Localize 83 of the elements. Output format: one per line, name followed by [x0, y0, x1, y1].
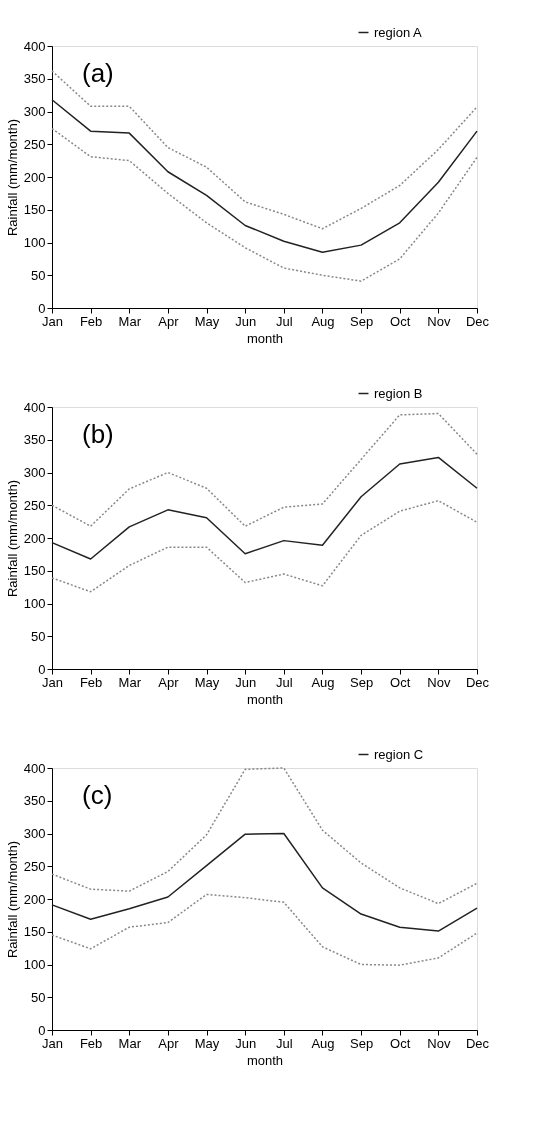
x-tick-label: Apr	[158, 674, 180, 690]
y-tick-label: 250	[23, 497, 46, 513]
y-tick-label: 0	[38, 300, 46, 316]
line-series	[51, 98, 478, 254]
y-tick-label: 100	[23, 235, 46, 250]
y-tick-label: 200	[23, 891, 46, 907]
y-tick-label: 50	[31, 989, 46, 1005]
x-tick-label: Jan	[42, 1035, 63, 1051]
x-tick-label: Sep	[350, 1035, 374, 1051]
x-tick-label: Jun	[235, 313, 257, 329]
y-tick-label: 400	[23, 38, 46, 54]
y-tick-label: 0	[38, 661, 46, 677]
x-tick-label: Jun	[235, 674, 257, 690]
x-tick-label: Aug	[311, 674, 335, 690]
y-tick-label: 200	[23, 169, 46, 185]
text: (a)	[82, 58, 114, 88]
y-axis-title: Rainfall (mm/month)	[4, 118, 20, 237]
x-tick-label: Nov	[427, 1035, 451, 1051]
y-tick-label: 350	[23, 71, 46, 87]
line-series	[51, 832, 478, 932]
y-tick-label: 150	[23, 924, 46, 940]
x-tick-label: Dec	[465, 313, 490, 329]
x-tick-label: May	[194, 313, 220, 329]
y-tick-label: 300	[23, 465, 46, 480]
line-series	[51, 893, 478, 966]
x-tick-label: Sep	[350, 313, 374, 329]
y-tick-label: 100	[23, 596, 46, 611]
y-tick-label: 150	[23, 563, 46, 579]
text: (b)	[82, 419, 114, 449]
y-tick-label: 250	[23, 858, 46, 874]
x-tick-label: Jul	[276, 1035, 293, 1051]
x-axis-title: month	[246, 691, 284, 707]
y-tick-label: 200	[23, 530, 46, 546]
x-tick-label: May	[194, 1035, 220, 1051]
x-tick-label: Jan	[42, 674, 63, 690]
y-tick-label: 300	[23, 104, 46, 119]
y-tick-label: 50	[31, 628, 46, 644]
x-tick-label: Mar	[118, 1035, 142, 1051]
x-tick-label: Aug	[311, 313, 335, 329]
x-tick-label: Dec	[465, 1035, 490, 1051]
y-tick-label: 350	[23, 793, 46, 809]
x-tick-label: Feb	[79, 674, 103, 690]
line-series	[51, 767, 478, 905]
legend-label: region C	[374, 746, 424, 762]
y-tick-label: 400	[23, 399, 46, 415]
x-tick-label: Apr	[158, 1035, 180, 1051]
x-tick-label: Jul	[276, 313, 293, 329]
x-tick-label: Nov	[427, 674, 451, 690]
x-tick-label: Oct	[390, 674, 411, 690]
x-tick-label: Nov	[427, 313, 451, 329]
x-tick-label: Sep	[350, 674, 374, 690]
text: (c)	[82, 780, 113, 810]
legend-label: region A	[374, 24, 423, 40]
y-tick-label: 50	[31, 267, 46, 283]
x-tick-label: Oct	[390, 1035, 411, 1051]
legend-label: region B	[374, 385, 423, 401]
line-series	[51, 412, 478, 527]
x-tick-label: Jun	[235, 1035, 257, 1051]
x-axis-title: month	[246, 1052, 284, 1068]
y-tick-label: 0	[38, 1022, 46, 1038]
y-tick-label: 100	[23, 957, 46, 972]
x-tick-label: Mar	[118, 674, 142, 690]
y-tick-label: 300	[23, 826, 46, 841]
y-tick-label: 350	[23, 432, 46, 448]
x-tick-label: Jan	[42, 313, 63, 329]
x-tick-label: Aug	[311, 1035, 335, 1051]
y-tick-label: 250	[23, 136, 46, 152]
x-tick-label: Feb	[79, 1035, 103, 1051]
x-tick-label: Oct	[390, 313, 411, 329]
y-axis-title: Rainfall (mm/month)	[4, 479, 20, 598]
y-tick-label: 150	[23, 202, 46, 218]
y-tick-label: 400	[23, 760, 46, 776]
x-tick-label: Feb	[79, 313, 103, 329]
line-series	[51, 456, 478, 560]
x-axis-title: month	[246, 330, 284, 346]
line-series	[51, 499, 478, 593]
x-tick-label: Apr	[158, 313, 180, 329]
x-tick-label: Dec	[465, 674, 490, 690]
x-tick-label: Mar	[118, 313, 142, 329]
x-tick-label: Jul	[276, 674, 293, 690]
x-tick-label: May	[194, 674, 220, 690]
y-axis-title: Rainfall (mm/month)	[4, 840, 20, 959]
line-series	[51, 127, 478, 282]
